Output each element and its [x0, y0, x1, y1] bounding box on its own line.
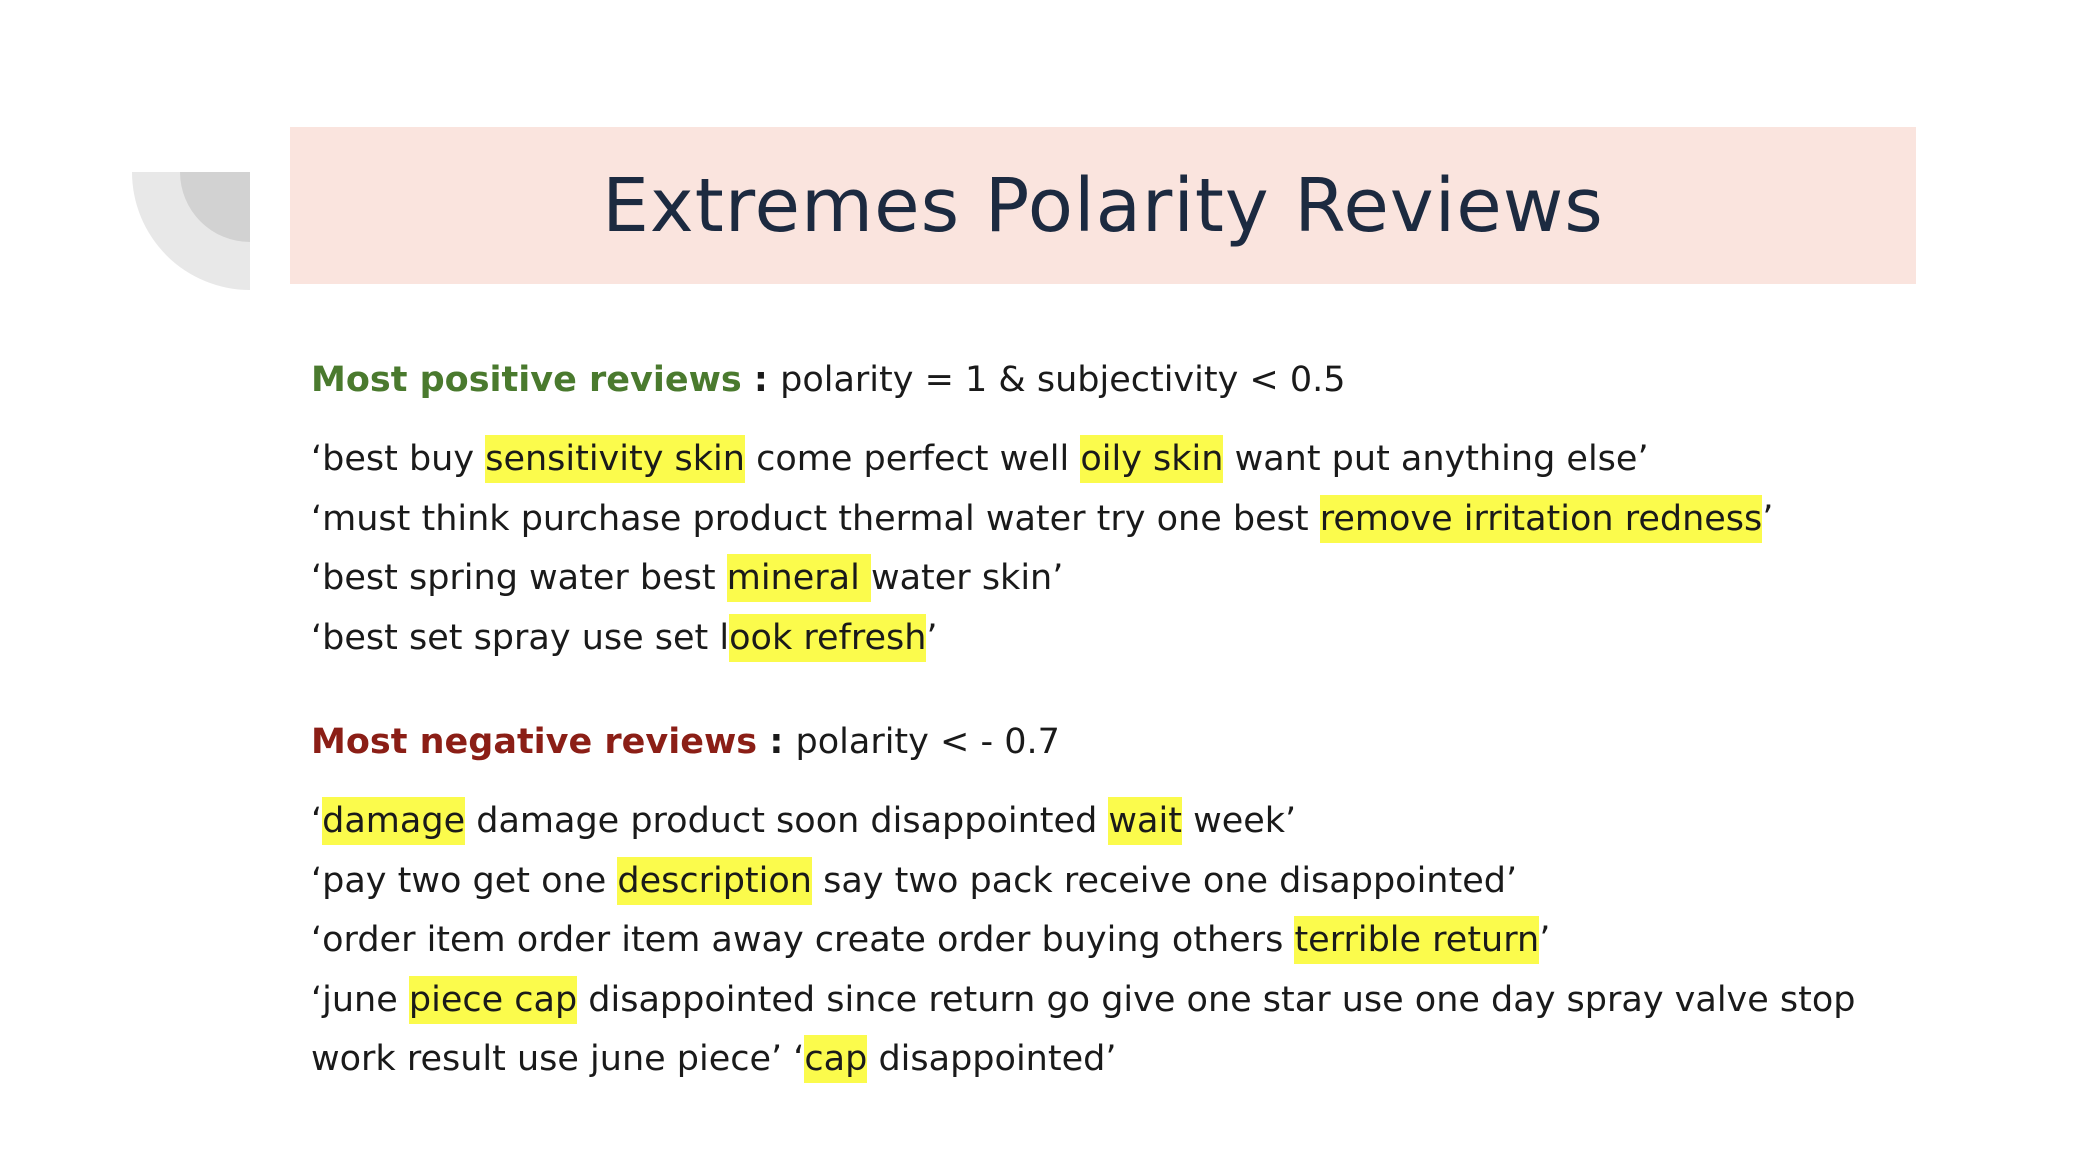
- slide-title: Extremes Polarity Reviews: [602, 162, 1604, 249]
- review-text: disappointed since return go give one st…: [577, 979, 1856, 1020]
- highlighted-keyword: cap: [804, 1035, 868, 1083]
- review-text: damage product soon disappointed: [465, 801, 1109, 841]
- review-text: want put anything else’: [1223, 439, 1649, 479]
- negative-reviews-list: ‘damage damage product soon disappointed…: [311, 792, 1911, 1090]
- negative-reviews-criteria: polarity < - 0.7: [795, 722, 1060, 762]
- highlighted-keyword: description: [617, 856, 812, 905]
- highlighted-keyword: oily skin: [1080, 435, 1224, 483]
- negative-review-line: ‘june piece cap disappointed since retur…: [311, 971, 1911, 1031]
- review-text: ‘best spring water best: [311, 558, 727, 598]
- positive-reviews-criteria: polarity = 1 & subjectivity < 0.5: [780, 360, 1346, 400]
- review-text: come perfect well: [744, 439, 1081, 479]
- title-banner: Extremes Polarity Reviews: [290, 127, 1916, 284]
- highlighted-keyword: damage: [322, 797, 466, 845]
- review-text: water skin’: [870, 558, 1064, 598]
- positive-reviews-heading: Most positive reviews : polarity = 1 & s…: [311, 350, 1911, 410]
- highlighted-keyword: remove irritation redness: [1319, 494, 1763, 543]
- review-text: ’: [926, 617, 938, 658]
- positive-review-line: ‘must think purchase product thermal wat…: [311, 490, 1911, 550]
- review-text: disappointed’: [867, 1039, 1117, 1079]
- review-text: week’: [1181, 801, 1297, 841]
- highlighted-keyword: sensitivity skin: [485, 435, 745, 483]
- review-text: ‘: [311, 801, 323, 841]
- highlighted-keyword: piece cap: [408, 975, 578, 1024]
- negative-review-line: ‘order item order item away create order…: [311, 911, 1911, 971]
- positive-review-line: ‘best buy sensitivity skin come perfect …: [311, 430, 1911, 490]
- review-text: ‘june: [311, 979, 409, 1020]
- review-text: ‘pay two get one: [311, 860, 618, 901]
- review-text: ’: [1762, 498, 1774, 539]
- review-text: ‘order item order item away create order…: [311, 920, 1295, 960]
- review-text: work result use june piece’ ‘: [311, 1039, 805, 1079]
- decor-inner-quarter-circle: [180, 172, 250, 242]
- highlighted-keyword: ook refresh: [729, 613, 927, 662]
- highlighted-keyword: mineral: [726, 554, 871, 602]
- positive-review-line: ‘best spring water best mineral water sk…: [311, 549, 1911, 609]
- slide-content: Most positive reviews : polarity = 1 & s…: [311, 350, 1911, 1090]
- heading-separator: :: [757, 722, 796, 762]
- positive-reviews-label: Most positive reviews: [311, 360, 742, 400]
- negative-review-line: ‘pay two get one description say two pac…: [311, 852, 1911, 912]
- negative-reviews-heading: Most negative reviews : polarity < - 0.7: [311, 712, 1911, 772]
- review-text: ‘must think purchase product thermal wat…: [311, 498, 1320, 539]
- review-text: ‘best set spray use set l: [311, 617, 730, 658]
- heading-separator: :: [741, 360, 781, 400]
- positive-review-line: ‘best set spray use set look refresh’: [311, 609, 1911, 669]
- negative-reviews-label: Most negative reviews: [311, 722, 758, 762]
- highlighted-keyword: wait: [1108, 797, 1182, 845]
- highlighted-keyword: terrible return: [1294, 916, 1540, 964]
- negative-review-line: ‘damage damage product soon disappointed…: [311, 792, 1911, 852]
- positive-reviews-list: ‘best buy sensitivity skin come perfect …: [311, 430, 1911, 668]
- decorative-corner-shape: [132, 172, 250, 290]
- review-text: say two pack receive one disappointed’: [811, 860, 1518, 901]
- negative-review-line: work result use june piece’ ‘cap disappo…: [311, 1030, 1911, 1090]
- review-text: ‘best buy: [311, 439, 486, 479]
- review-text: ’: [1539, 920, 1551, 960]
